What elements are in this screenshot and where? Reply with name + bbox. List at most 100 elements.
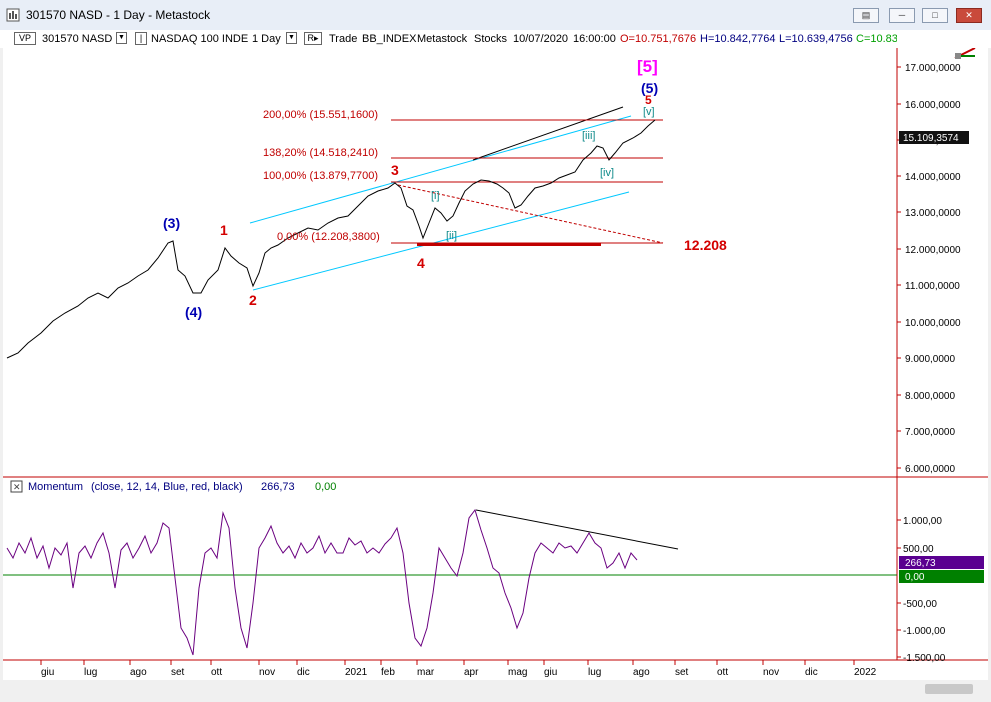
chart-toolbar: VP 301570 NASD ▼ | NASDAQ 100 INDE 1 Day…	[0, 30, 991, 48]
wave-ii: [ii]	[446, 230, 457, 242]
price-y-axis: 17.000,000016.000,000015.000,000014.000,…	[897, 63, 961, 475]
trend-line	[472, 106, 624, 161]
drawing-tool-icon[interactable]	[954, 47, 976, 59]
security-dropdown-icon[interactable]: ▼	[116, 32, 127, 44]
category-label: Stocks	[474, 33, 508, 45]
momentum-tick-label: -1.000,00	[903, 626, 946, 637]
target-label: 12.208	[684, 237, 727, 253]
vp-toggle[interactable]: VP	[14, 32, 36, 45]
price-tick-label: 13.000,0000	[905, 208, 961, 219]
scroll-thumb[interactable]	[925, 684, 973, 694]
x-tick-label: set	[675, 667, 689, 678]
wave-i: [i]	[431, 190, 440, 202]
window-title: 301570 NASD - 1 Day - Metastock	[26, 8, 211, 22]
maximize-button[interactable]: □	[922, 8, 948, 23]
x-tick-label: 2021	[345, 667, 368, 678]
x-tick-label: ott	[211, 667, 222, 678]
fib-200-label: 200,00% (15.551,1600)	[263, 109, 378, 121]
title-bar: 301570 NASD - 1 Day - Metastock ▤ ─ □ ✕	[0, 0, 991, 31]
momentum-tick-label: -500,00	[903, 599, 937, 610]
x-tick-label: apr	[464, 667, 479, 678]
last-price-badge	[899, 131, 969, 144]
x-tick-label: lug	[588, 667, 601, 678]
x-tick-label: 2022	[854, 667, 877, 678]
x-tick-label: dic	[297, 667, 310, 678]
last-price-value: 15.109,3574	[903, 133, 959, 144]
wave-5-red: 5	[645, 93, 652, 107]
x-tick-label: ago	[633, 667, 650, 678]
momentum-value: 266,73	[261, 481, 295, 493]
momentum-zero-badge	[899, 570, 984, 583]
momentum-tick-label: 1.000,00	[903, 516, 942, 527]
wave-5-blue: (5)	[641, 80, 658, 96]
x-tick-label: set	[171, 667, 185, 678]
wave-4-red: 4	[417, 255, 425, 271]
x-tick-label: dic	[805, 667, 818, 678]
security-name[interactable]: 301570 NASD	[42, 33, 113, 45]
momentum-zero-badge-value: 0,00	[905, 572, 925, 583]
x-tick-label: feb	[381, 667, 395, 678]
chart-area[interactable]: 17.000,000016.000,000015.000,000014.000,…	[3, 47, 988, 680]
chart-svg[interactable]: 17.000,000016.000,000015.000,000014.000,…	[3, 47, 988, 680]
momentum-tick-label: 500,00	[903, 544, 934, 555]
momentum-badge-value: 266,73	[905, 558, 936, 569]
wave-iv: [iv]	[600, 167, 614, 179]
vp-label: VP	[18, 33, 31, 43]
momentum-badge	[899, 556, 984, 569]
x-tick-label: mar	[417, 667, 435, 678]
indicator-name[interactable]: NASDAQ 100 INDE	[151, 33, 249, 45]
time-label: 16:00:00	[573, 33, 616, 45]
price-tick-label: 14.000,0000	[905, 172, 961, 183]
x-tick-label: giu	[544, 667, 557, 678]
channel-upper-line	[249, 115, 632, 224]
indicator-icon[interactable]: |	[135, 32, 147, 45]
price-tick-label: 12.000,0000	[905, 245, 961, 256]
wave-5-magenta: [5]	[637, 57, 658, 76]
open-value: O=10.751,7676	[620, 33, 697, 45]
wave-1-red: 1	[220, 222, 228, 238]
price-tick-label: 16.000,0000	[905, 100, 961, 111]
x-tick-label: mag	[508, 667, 527, 678]
high-value: H=10.842,7764	[700, 33, 776, 45]
support-zone	[417, 243, 601, 246]
price-tick-label: 6.000,0000	[905, 464, 955, 475]
price-tick-label: 7.000,0000	[905, 427, 955, 438]
wave-v: [v]	[643, 106, 655, 118]
wave-4-blue: (4)	[185, 304, 202, 320]
time-x-axis: giu lug ago set ott nov dic 2021 feb mar apr mag giu…	[40, 660, 877, 678]
close-value: C=10.83	[856, 33, 897, 45]
wave-3-blue: (3)	[163, 215, 180, 231]
momentum-trend-line	[475, 509, 679, 550]
price-tick-label: 11.000,0000	[905, 281, 960, 292]
channel-lower-line	[252, 191, 630, 291]
app-icon	[6, 8, 20, 22]
price-tick-label: 17.000,0000	[905, 63, 961, 74]
wave-iii: [iii]	[582, 130, 595, 142]
momentum-tick-label: -1.500,00	[903, 653, 946, 664]
restore-button[interactable]: ▤	[853, 8, 879, 23]
fib-100-label: 100,00% (13.879,7700)	[263, 170, 378, 182]
data-source-label: Metastock	[417, 33, 468, 45]
momentum-series	[6, 508, 638, 656]
period-label[interactable]: 1 Day	[252, 33, 281, 45]
price-tick-label: 9.000,0000	[905, 354, 955, 365]
momentum-y-axis: 1.000,00 500,00 -500,00 -1.000,00 -1.500,00	[897, 516, 946, 664]
momentum-close-icon[interactable]	[10, 480, 23, 493]
close-button[interactable]: ✕	[956, 8, 982, 23]
low-value: L=10.639,4756	[779, 33, 853, 45]
trade-label[interactable]: Trade	[329, 33, 358, 45]
x-tick-label: ott	[717, 667, 728, 678]
minimize-button[interactable]: ─	[889, 8, 915, 23]
x-tick-label: nov	[259, 667, 275, 678]
refresh-icon[interactable]: R▸	[304, 32, 322, 45]
period-dropdown-icon[interactable]: ▼	[286, 32, 297, 44]
wave-3-red: 3	[391, 162, 399, 178]
price-series	[6, 119, 656, 359]
horizontal-scrollbar[interactable]	[3, 680, 988, 698]
exchange-label: BB_INDEX	[362, 33, 417, 45]
momentum-label: Momentum	[28, 481, 83, 493]
momentum-close-glyph: ✕	[13, 482, 21, 492]
fib-138-label: 138,20% (14.518,2410)	[263, 147, 378, 159]
red-dashed-line	[397, 184, 664, 244]
x-tick-label: giu	[41, 667, 54, 678]
